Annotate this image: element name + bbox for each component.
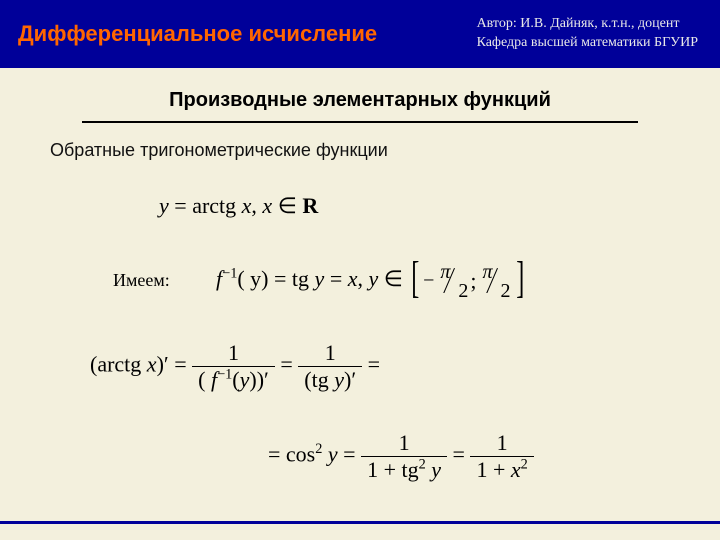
author-block: Автор: И.В. Дайняк, к.т.н., доцент Кафед… bbox=[477, 15, 698, 53]
lead-label: Имеем: bbox=[113, 270, 170, 291]
author-line-1: Автор: И.В. Дайняк, к.т.н., доцент bbox=[477, 15, 698, 34]
header-bar: Дифференциальное исчисление Автор: И.В. … bbox=[0, 0, 720, 68]
equation-1: y = arctg x, x ∈ R bbox=[159, 193, 318, 219]
section-label: Обратные тригонометрические функции bbox=[50, 140, 720, 161]
equation-4: = cos2 y = 11 + tg2 y = 11 + x2 bbox=[268, 432, 534, 481]
slide-subtitle: Производные элементарных функций bbox=[0, 89, 720, 112]
author-line-2: Кафедра высшей математики БГУИР bbox=[477, 34, 698, 53]
slide-title: Дифференциальное исчисление bbox=[18, 21, 377, 47]
equation-2: f−1( y) = tg y = x, y ∈ [−π∕2;π∕2] bbox=[216, 259, 527, 303]
equation-3: (arctg x)′ = 1( f−1(y))′ = 1(tg y)′ = bbox=[90, 342, 380, 391]
divider-line bbox=[82, 121, 638, 123]
footer-line bbox=[0, 521, 720, 524]
